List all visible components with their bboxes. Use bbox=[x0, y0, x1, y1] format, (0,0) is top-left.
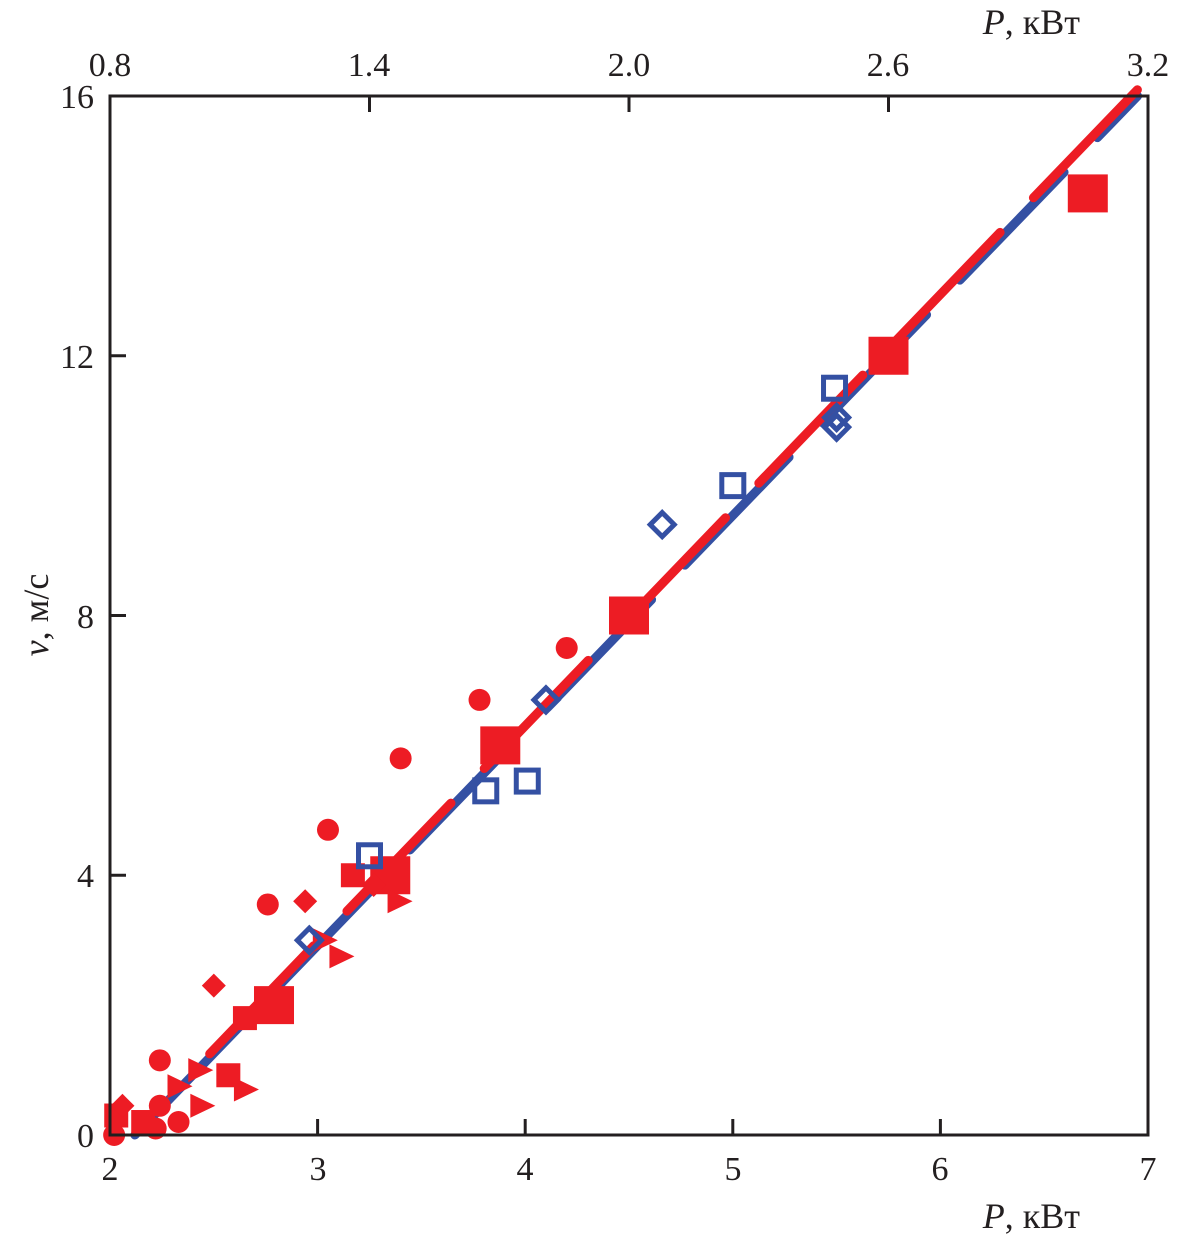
blue-open-diamond-point bbox=[530, 684, 562, 716]
red-circle-point bbox=[148, 1094, 171, 1117]
y-tick-label: 8 bbox=[77, 599, 94, 636]
y-tick-label: 16 bbox=[60, 79, 94, 116]
red-diamond-point bbox=[110, 1093, 135, 1118]
x2-tick-label: 2.0 bbox=[608, 47, 651, 84]
red-large-square-point bbox=[254, 986, 295, 1025]
y-axis-title-unit: , м/с bbox=[16, 574, 56, 641]
y-tick-label: 12 bbox=[60, 339, 94, 376]
x2-axis-title-unit: , кВт bbox=[1005, 2, 1081, 42]
blue-open-square-point bbox=[356, 842, 383, 870]
red-diamond-point bbox=[361, 872, 386, 897]
x-tick-label: 2 bbox=[102, 1151, 119, 1188]
red-diamond-point bbox=[293, 889, 318, 914]
red-circle-point bbox=[167, 1111, 190, 1134]
x-axis-title: P, кВт bbox=[982, 1196, 1081, 1236]
blue-open-square-point bbox=[821, 374, 849, 402]
red-large-square-point bbox=[868, 336, 909, 375]
x-tick-label: 4 bbox=[517, 1151, 534, 1188]
x-tick-label: 3 bbox=[310, 1151, 327, 1188]
y-tick-label: 0 bbox=[77, 1118, 94, 1155]
x2-tick-label: 2.6 bbox=[867, 47, 910, 84]
red-large-square-point bbox=[1067, 174, 1108, 213]
red-triangle-point bbox=[233, 1077, 259, 1102]
red-circle-point bbox=[389, 747, 412, 770]
red-triangle-point bbox=[387, 889, 413, 914]
x-tick-label: 6 bbox=[932, 1151, 949, 1188]
red-triangle-point bbox=[188, 1058, 214, 1083]
blue-open-square-point bbox=[513, 767, 541, 795]
red-dashed-fit bbox=[205, 85, 1143, 1059]
y-axis-title: v, м/с bbox=[16, 574, 56, 657]
red-small-square-point bbox=[232, 1006, 257, 1031]
y-tick-label: 4 bbox=[77, 858, 94, 895]
blue-open-diamond-point bbox=[646, 509, 678, 541]
red-large-square-point bbox=[480, 726, 521, 765]
x-axis-title-symbol: P bbox=[982, 1196, 1005, 1236]
x-tick-label: 7 bbox=[1140, 1151, 1157, 1188]
x2-tick-label: 0.8 bbox=[89, 47, 132, 84]
red-triangle-point bbox=[312, 928, 338, 953]
red-circle-point bbox=[555, 636, 578, 659]
red-circle-point bbox=[468, 688, 491, 711]
red-circle-point bbox=[148, 1049, 171, 1072]
x2-tick-label: 3.2 bbox=[1127, 47, 1170, 84]
red-circle-point bbox=[256, 893, 279, 916]
x2-axis-title-symbol: P bbox=[982, 2, 1005, 42]
red-diamond-point bbox=[201, 973, 226, 998]
red-circle-point bbox=[316, 818, 339, 841]
blue-open-diamond-point bbox=[821, 401, 853, 433]
red-triangle-point bbox=[167, 1074, 193, 1099]
ticks bbox=[108, 94, 1150, 1137]
blue-open-square-point bbox=[472, 777, 500, 805]
blue-open-square-point bbox=[719, 472, 747, 500]
red-triangle-point bbox=[329, 944, 355, 969]
x-tick-label: 5 bbox=[725, 1151, 742, 1188]
x-axis-title-unit: , кВт bbox=[1005, 1196, 1081, 1236]
blue-open-diamond-point bbox=[821, 411, 853, 443]
data-points bbox=[103, 174, 1108, 1146]
y-axis-title-symbol: v bbox=[16, 640, 56, 656]
blue-open-diamond-point bbox=[293, 924, 325, 956]
red-triangle-point bbox=[190, 1093, 216, 1118]
x2-axis-title: P, кВт bbox=[982, 2, 1081, 42]
x2-tick-label: 1.4 bbox=[348, 47, 391, 84]
red-large-square-point bbox=[609, 596, 649, 635]
